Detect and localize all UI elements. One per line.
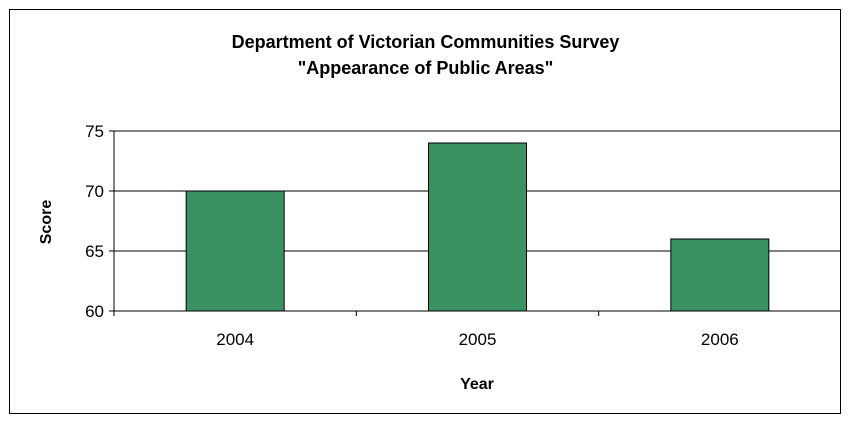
x-tick-label: 2006	[701, 330, 739, 349]
y-axis-label: Score	[38, 200, 55, 245]
chart-frame	[9, 9, 841, 414]
x-tick-labels: 2004 2005 2006	[216, 330, 738, 349]
chart-title-line-1: Department of Victorian Communities Surv…	[231, 32, 620, 52]
axes	[109, 130, 841, 316]
chart-title: Department of Victorian Communities Surv…	[0, 29, 851, 81]
y-tick-label: 65	[85, 242, 104, 261]
x-axis-label: Year	[460, 376, 494, 393]
bar-2004	[185, 190, 285, 312]
bar-2005	[428, 142, 527, 312]
bar-2006	[670, 238, 770, 312]
x-tick-label: 2004	[216, 330, 254, 349]
y-tick-label: 60	[85, 302, 104, 321]
chart-title-line-2: "Appearance of Public Areas"	[297, 58, 554, 78]
y-tick-label: 75	[85, 122, 104, 141]
y-tick-label: 70	[85, 182, 104, 201]
y-tick-labels: 60 65 70 75	[85, 122, 104, 321]
bars	[185, 142, 770, 312]
x-tick-label: 2005	[459, 330, 497, 349]
